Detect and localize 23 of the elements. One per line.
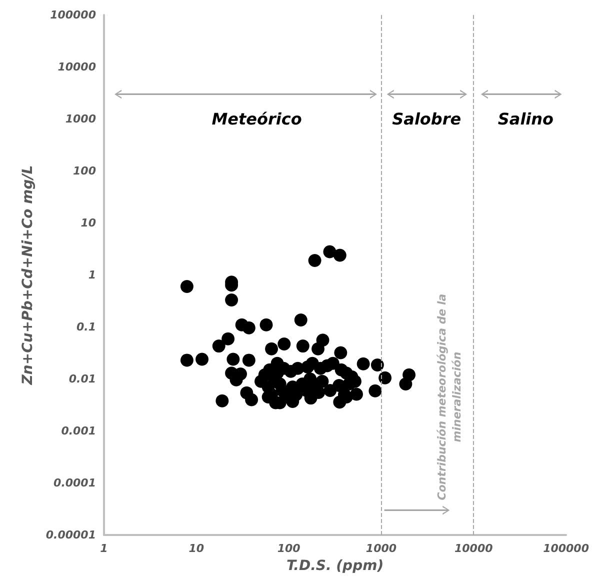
y-tick-label: 0.01	[68, 372, 96, 386]
y-tick-label: 10000	[58, 60, 96, 74]
x-axis-title: T.D.S. (ppm)	[286, 558, 384, 574]
annotation: Contribución meteorológica de la mineralización	[436, 294, 464, 500]
x-tick-label: 10	[188, 542, 204, 555]
y-tick-label: 1	[88, 268, 96, 282]
y-tick-label: 10	[80, 216, 96, 230]
y-axis-title: Zn+Cu+Pb+Cd+Ni+Co mg/L	[20, 165, 36, 386]
x-tick-label: 100	[277, 542, 301, 555]
y-tick-label: 0.00001	[46, 528, 96, 542]
y-tick-label: 100	[73, 164, 96, 178]
x-tick-label: 10000	[454, 542, 494, 555]
y-tick-label: 100000	[50, 8, 96, 22]
y-tick-label: 1000	[65, 112, 96, 126]
y-tick-label: 0.0001	[54, 476, 96, 490]
x-tick-label: 1000	[366, 542, 397, 555]
annotation: Salobre	[392, 110, 462, 128]
y-tick-label: 0.1	[76, 320, 96, 334]
annotation: Meteórico	[212, 110, 302, 128]
annotation: Salino	[498, 110, 554, 128]
y-tick-label: 0.001	[61, 424, 96, 438]
x-tick-label: 100000	[543, 542, 590, 555]
x-tick-label: 1	[100, 542, 108, 555]
